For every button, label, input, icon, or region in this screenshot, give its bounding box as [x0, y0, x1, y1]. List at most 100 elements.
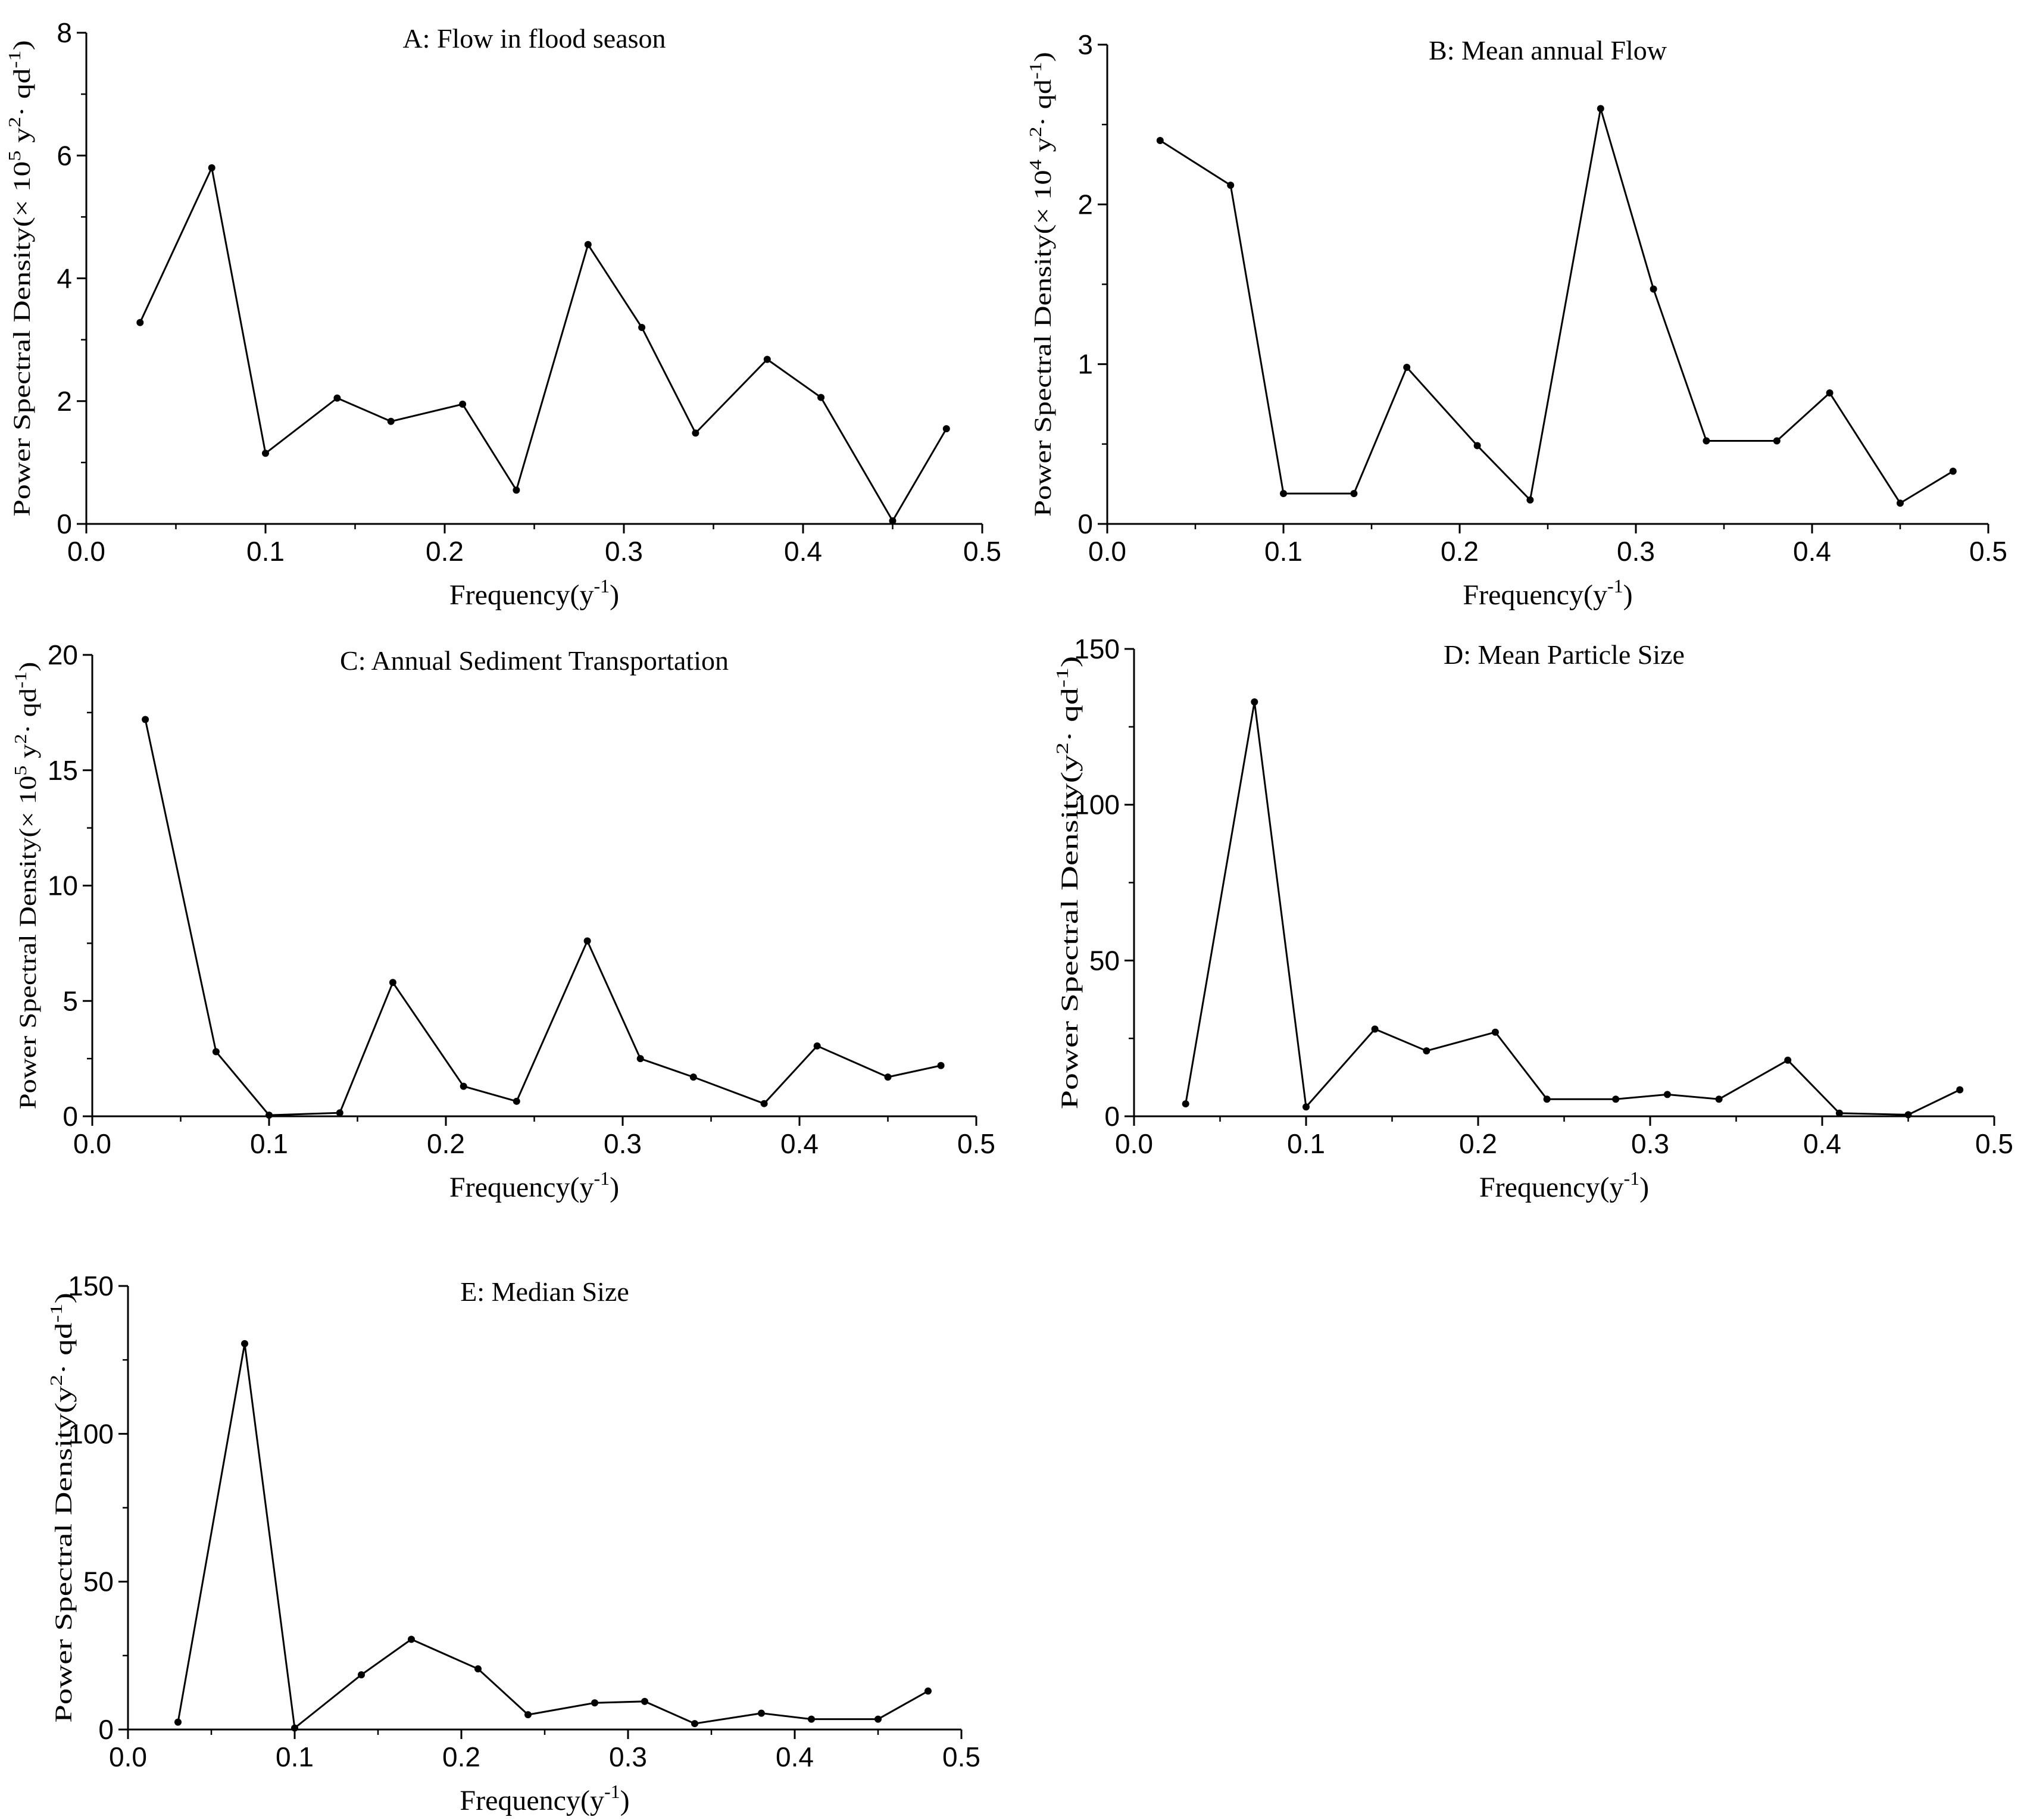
data-point	[692, 429, 699, 437]
data-point	[513, 1097, 520, 1105]
y-label-text: Power Spectral Density(× 10	[8, 161, 35, 517]
x-tick-label: 0.0	[73, 1128, 111, 1159]
chart-panel-e: 0.0 0.1 0.2 0.3 0.4 0.5 0 50 100 150 E: Median Siz…	[48, 1270, 980, 1816]
data-point	[1612, 1095, 1620, 1103]
data-point	[1156, 137, 1164, 144]
y-tick-label: 1	[1077, 349, 1093, 380]
data-point	[924, 1687, 932, 1695]
y-tick-label: 0	[57, 508, 72, 539]
series-line-a	[139, 164, 948, 523]
y-label-text: y	[14, 744, 41, 765]
data-point	[636, 1055, 644, 1063]
x-tick-label: 0.1	[276, 1741, 314, 1772]
x-label-text: Frequency(y	[1479, 1172, 1624, 1203]
y-tick-label: 100	[1074, 789, 1120, 820]
chart-panel-c: 0.0 0.1 0.2 0.3 0.4 0.5 0 5 10 15 20 C: Annual Sedi…	[12, 639, 995, 1203]
x-tick-label: 0.3	[605, 536, 643, 567]
x-tick-label: 0.5	[1969, 536, 2007, 567]
data-point	[1956, 1086, 1964, 1094]
x-tick-label: 0.2	[427, 1128, 465, 1159]
data-point	[1423, 1047, 1430, 1055]
y-tick-label: 8	[57, 17, 72, 48]
y-label-text: Power Spectral Density(y	[50, 1386, 77, 1723]
y-label-text: )	[14, 662, 41, 672]
data-point	[638, 324, 646, 331]
y-label-superscript: -1	[6, 51, 24, 68]
y-label-superscript: 2	[48, 1375, 66, 1386]
data-point	[1835, 1109, 1843, 1117]
data-point	[813, 1042, 821, 1050]
data-point	[1491, 1028, 1499, 1036]
x-label-superscript: -1	[1607, 575, 1623, 597]
y-tick-label: 4	[57, 263, 72, 294]
x-axis-label-b: Frequency(y-1)	[1463, 575, 1632, 611]
data-point	[358, 1671, 365, 1679]
data-point	[1280, 490, 1287, 498]
x-label-superscript: -1	[1623, 1167, 1639, 1189]
y-label-superscript: 2	[1027, 127, 1045, 138]
y-label-text: · qd	[1029, 79, 1056, 127]
x-tick-label: 0.2	[442, 1741, 480, 1772]
y-tick-label: 5	[63, 985, 78, 1016]
data-point	[241, 1340, 248, 1347]
data-point	[889, 517, 897, 525]
y-label-text: )	[1056, 656, 1083, 667]
data-point	[760, 1100, 768, 1107]
x-tick-label: 0.0	[1115, 1128, 1153, 1159]
y-tick-label: 50	[1089, 945, 1120, 976]
data-point	[689, 1073, 697, 1081]
data-point	[758, 1709, 765, 1717]
y-label-text: y	[1029, 137, 1056, 160]
data-point	[142, 716, 149, 723]
x-label-superscript: -1	[604, 1781, 620, 1802]
y-tick-label: 50	[83, 1566, 114, 1597]
x-axis-label-d: Frequency(y-1)	[1479, 1167, 1649, 1203]
x-tick-label: 0.3	[1631, 1128, 1669, 1159]
x-tick-label: 0.1	[246, 536, 285, 567]
data-point	[333, 394, 341, 402]
data-point	[1227, 182, 1235, 189]
series-line-b	[1159, 108, 1954, 505]
data-point	[874, 1715, 882, 1723]
chart-panel-a: 0.0 0.1 0.2 0.3 0.4 0.5 0 2 4 6 8 A: Flow in flood …	[6, 17, 1001, 611]
data-point	[459, 400, 467, 408]
x-label-close: )	[1623, 579, 1633, 611]
x-label-text: Frequency(y	[449, 1172, 594, 1203]
y-label-text: )	[50, 1293, 77, 1303]
x-tick-label: 0.4	[780, 1128, 819, 1159]
x-tick-label: 0.5	[963, 536, 1001, 567]
data-point	[387, 417, 395, 425]
data-point	[266, 1112, 273, 1119]
y-tick-label: 0	[1077, 508, 1093, 539]
x-label-close: )	[610, 1172, 619, 1203]
y-tick-label: 150	[68, 1270, 114, 1301]
y-tick-label: 3	[1077, 29, 1093, 60]
data-point	[136, 319, 144, 326]
x-label-text: Frequency(y	[1463, 579, 1607, 611]
data-point	[937, 1062, 945, 1069]
x-label-close: )	[620, 1785, 630, 1816]
data-point	[1473, 442, 1481, 449]
y-axis-label-c: Power Spectral Density(× 105 y2· qd-1)	[12, 662, 41, 1110]
x-tick-label: 0.5	[942, 1741, 980, 1772]
x-tick-label: 0.5	[1975, 1128, 2013, 1159]
x-tick-label: 0.3	[1617, 536, 1655, 567]
y-tick-label: 2	[57, 386, 72, 417]
y-tick-label: 150	[1074, 633, 1120, 664]
x-tick-label: 0.4	[776, 1741, 814, 1772]
data-point	[336, 1109, 343, 1117]
chart-panel-d: 0.0 0.1 0.2 0.3 0.4 0.5 0 50 100 150 D: Mean Parti…	[1054, 633, 2013, 1203]
y-axis-label-d: Power Spectral Density(y2· qd-1)	[1054, 656, 1083, 1109]
x-tick-label: 0.5	[957, 1128, 995, 1159]
x-tick-label: 0.4	[784, 536, 822, 567]
y-axis-label-a: Power Spectral Density(× 105 y2· qd-1)	[6, 40, 35, 516]
data-point	[1715, 1095, 1723, 1103]
data-point	[763, 355, 771, 363]
y-label-text: )	[8, 40, 35, 50]
y-axis-label-b: Power Spectral Density(× 104 y2· qd-1)	[1027, 52, 1056, 517]
data-point	[460, 1082, 467, 1090]
x-tick-label: 0.4	[1793, 536, 1831, 567]
data-point	[1650, 285, 1657, 293]
y-axis-label-e: Power Spectral Density(y2· qd-1)	[48, 1293, 77, 1723]
